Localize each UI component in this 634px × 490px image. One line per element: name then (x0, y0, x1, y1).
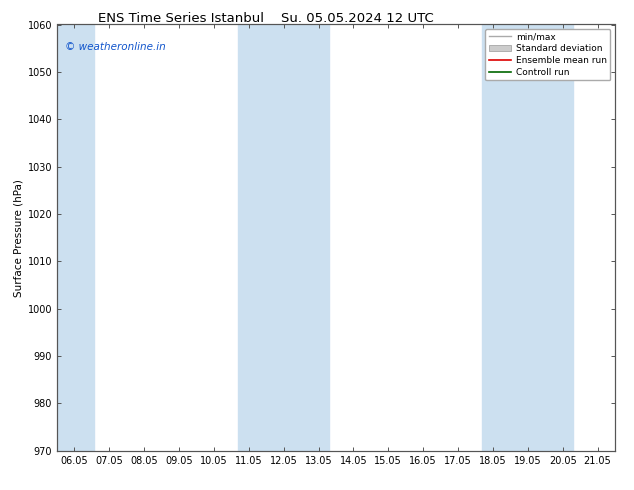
Text: © weatheronline.in: © weatheronline.in (65, 42, 166, 51)
Bar (238, 24, 329, 451)
Bar (57, 24, 94, 451)
Legend: min/max, Standard deviation, Ensemble mean run, Controll run: min/max, Standard deviation, Ensemble me… (485, 29, 611, 80)
Y-axis label: Surface Pressure (hPa): Surface Pressure (hPa) (13, 179, 23, 296)
Text: ENS Time Series Istanbul    Su. 05.05.2024 12 UTC: ENS Time Series Istanbul Su. 05.05.2024 … (98, 12, 434, 25)
Bar (482, 24, 573, 451)
